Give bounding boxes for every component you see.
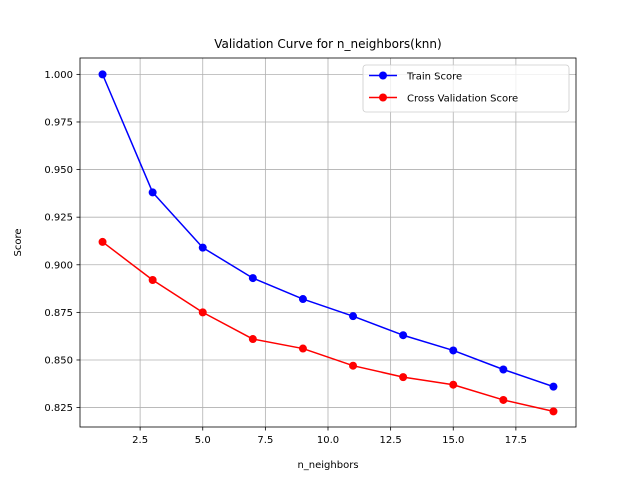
train-score-point (298, 295, 307, 304)
y-tick-label: 0.900 (44, 260, 73, 271)
x-tick-label: 17.5 (505, 435, 527, 446)
cv-score-point (248, 335, 257, 344)
legend-box (362, 64, 570, 113)
x-tick-label: 7.5 (257, 435, 273, 446)
y-tick-label: 0.950 (44, 165, 73, 176)
x-tick-label: 5.0 (195, 435, 211, 446)
cv-score-point (449, 380, 458, 389)
y-tick-label: 0.850 (44, 355, 73, 366)
legend-train-label: Train Score (406, 72, 462, 83)
series-layer (98, 70, 558, 416)
x-tick-label: 15.0 (442, 435, 464, 446)
cv-score-point (499, 395, 508, 404)
x-tick-label: 10.0 (317, 435, 339, 446)
y-tick-label: 0.975 (44, 117, 73, 128)
legend-train-marker (379, 71, 387, 80)
cv-score-point (349, 361, 358, 370)
cv-score-point (148, 276, 157, 285)
train-score-point (148, 188, 157, 197)
y-tick-label: 1.000 (44, 70, 73, 81)
cv-score-point (298, 344, 307, 353)
train-score-point (449, 346, 458, 355)
train-score-point (248, 274, 257, 283)
chart-title: Validation Curve for n_neighbors(knn) (214, 37, 441, 51)
y-axis-label: Score (13, 228, 24, 256)
train-score-point (549, 382, 558, 391)
x-tick-label: 12.5 (379, 435, 401, 446)
train-score-point (98, 70, 107, 79)
cv-score-point (98, 237, 107, 246)
y-tick-label: 0.875 (44, 308, 73, 319)
train-score-point (349, 312, 358, 321)
train-score-point (198, 243, 207, 252)
x-tick-label: 2.5 (132, 435, 148, 446)
grid (80, 58, 576, 427)
cv-score-point (399, 373, 408, 382)
legend-cv-marker (379, 93, 387, 102)
cv-score-point (198, 308, 207, 317)
train-score-point (499, 365, 508, 374)
cv-score-line (102, 241, 554, 413)
cv-score-point (549, 407, 558, 416)
x-axis-label: n_neighbors (297, 460, 358, 471)
train-score-point (399, 331, 408, 340)
y-tick-label: 0.825 (44, 403, 73, 414)
ticks: 2.5 5.0 7.5 10.0 12.5 15.0 17.5 0.825 0.850 0.875… (44, 70, 527, 446)
legend: Train Score Cross Validation Score (362, 64, 570, 113)
train-score-line (101, 74, 554, 388)
legend-cv-label: Cross Validation Score (407, 94, 518, 105)
y-tick-label: 0.925 (44, 213, 73, 224)
